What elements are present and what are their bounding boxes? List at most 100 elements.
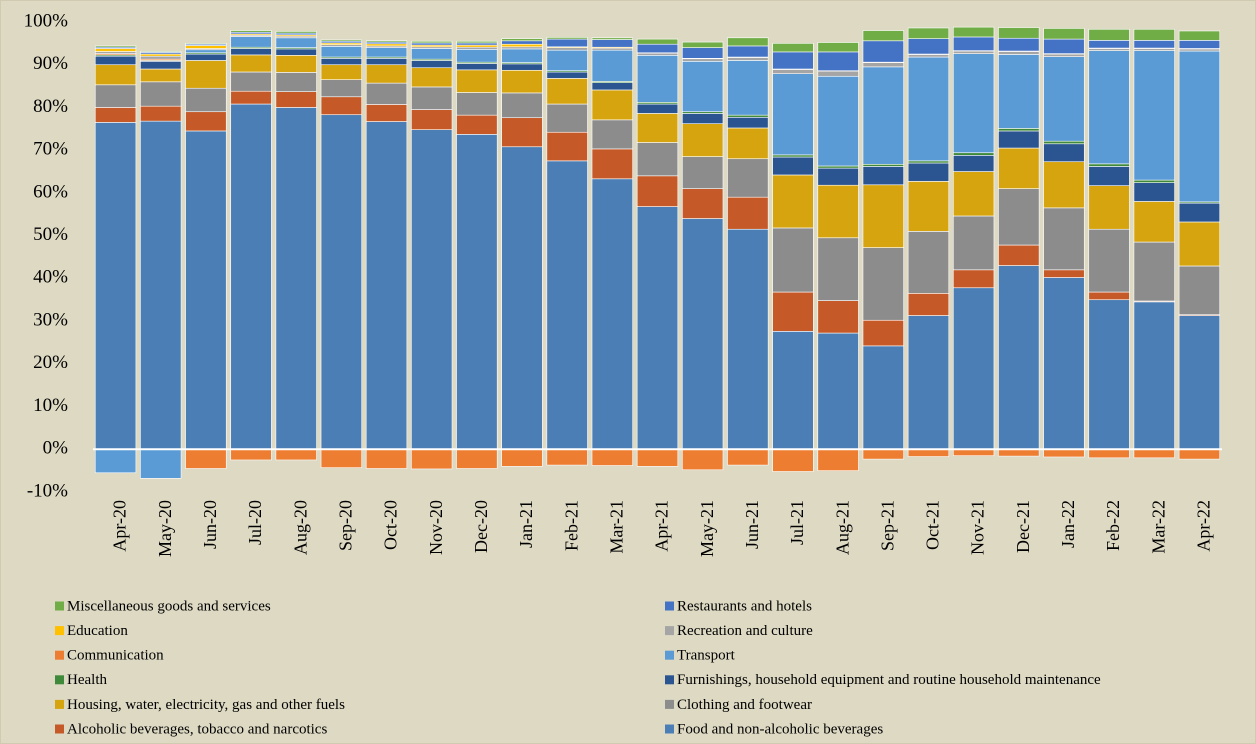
bar-segment: [998, 448, 1040, 457]
bar-segment: [411, 129, 453, 450]
bar-segment: [636, 43, 679, 54]
bar-segment: [862, 62, 904, 68]
bar-segment: [456, 42, 498, 46]
x-tick-label: Nov-21: [968, 500, 988, 555]
bar-segment: [501, 146, 543, 450]
bar-segment: [411, 67, 453, 88]
y-tick-label: 100%: [24, 10, 69, 31]
bar-segment: [546, 78, 588, 105]
bar-segment: [1088, 166, 1130, 186]
bar-segment: [817, 237, 859, 301]
bar-segment: [907, 160, 950, 164]
bar-segment: [772, 43, 814, 53]
bar-segment: [94, 107, 137, 123]
bar-segment: [998, 27, 1040, 39]
bar-segment: [1088, 163, 1130, 167]
bar-segment: [1043, 56, 1085, 142]
bar-segment: [727, 196, 769, 230]
y-tick-label: 80%: [33, 96, 68, 117]
bar-segment: [727, 37, 769, 47]
legend-label: Restaurants and hotels: [677, 598, 812, 614]
bar-segment: [1133, 201, 1175, 243]
bar-segment: [952, 155, 995, 172]
bar-segment: [862, 163, 904, 167]
bar-segment: [320, 46, 363, 58]
bar-segment: [546, 38, 588, 48]
bar-segment: [817, 165, 859, 169]
bar-segment: [591, 39, 633, 48]
bar-segment: [275, 448, 317, 461]
x-tick-label: May-21: [697, 500, 717, 557]
bar-segment: [862, 448, 904, 460]
y-tick-label: -10%: [27, 480, 68, 501]
bar-segment: [952, 287, 995, 450]
bar-segment: [456, 63, 498, 71]
bar-segment: [501, 38, 543, 42]
bar-segment: [1088, 48, 1130, 51]
bar-segment: [1043, 140, 1085, 145]
bar-segment: [1133, 448, 1175, 459]
y-tick-label: 70%: [33, 139, 68, 160]
bar-segment: [456, 40, 498, 44]
bar-segment: [727, 114, 769, 118]
bar-segment: [591, 49, 633, 82]
bar-segment: [411, 60, 453, 69]
bar-segment: [501, 46, 543, 50]
bar-segment: [817, 167, 859, 186]
bar-segment: [998, 244, 1040, 266]
bar-segment: [636, 206, 679, 450]
bar-segment: [185, 43, 227, 45]
bar-segment: [230, 103, 272, 450]
legend-label: Transport: [677, 648, 736, 664]
bar-segment: [185, 448, 227, 469]
bar-segment: [907, 448, 950, 457]
bar-segment: [456, 92, 498, 116]
bar-segment: [998, 147, 1040, 189]
bar-segment: [636, 448, 679, 467]
bar-segment: [365, 121, 408, 450]
legend-label: Alcoholic beverages, tobacco and narcoti…: [67, 721, 327, 737]
x-tick-label: Nov-20: [426, 500, 446, 555]
bar-segment: [636, 52, 679, 56]
bar-segment: [817, 51, 859, 72]
bar-segment: [1043, 161, 1085, 209]
bar-segment: [546, 448, 588, 466]
x-tick-label: Jan-22: [1058, 500, 1078, 548]
legend-swatch: [665, 626, 674, 636]
legend-swatch: [665, 675, 674, 685]
bar-segment: [998, 51, 1040, 55]
bar-segment: [952, 53, 995, 154]
bar-segment: [501, 63, 543, 71]
bar-segment: [140, 68, 182, 83]
bar-segment: [1088, 28, 1130, 41]
bar-segment: [591, 148, 633, 180]
legend-label: Recreation and culture: [677, 623, 813, 639]
bar-segment: [727, 60, 769, 116]
bar-segment: [320, 96, 363, 116]
bar-segment: [456, 69, 498, 93]
bar-segment: [727, 57, 769, 61]
bar-segment: [546, 37, 588, 40]
x-tick-label: May-20: [155, 500, 175, 557]
bar-segment: [907, 38, 950, 55]
bar-segment: [772, 51, 814, 70]
bar-segment: [230, 90, 272, 105]
x-tick-label: Sep-21: [877, 500, 897, 551]
bar-segment: [998, 37, 1040, 52]
bar-segment: [185, 130, 227, 450]
bar-segment: [817, 300, 859, 334]
bar-segment: [862, 319, 904, 347]
bar-segment: [682, 188, 724, 219]
bar-segment: [185, 87, 227, 113]
bar-segment: [320, 114, 363, 450]
legend-swatch: [55, 724, 64, 734]
bar-segment: [907, 27, 950, 39]
bar-segment: [998, 54, 1040, 129]
bar-segment: [907, 56, 950, 162]
bar-segment: [636, 103, 679, 114]
bar-segment: [1178, 448, 1221, 460]
bar-segment: [94, 45, 137, 48]
bar-segment: [636, 113, 679, 143]
bar-segment: [275, 107, 317, 450]
x-tick-label: Mar-22: [1148, 500, 1168, 554]
